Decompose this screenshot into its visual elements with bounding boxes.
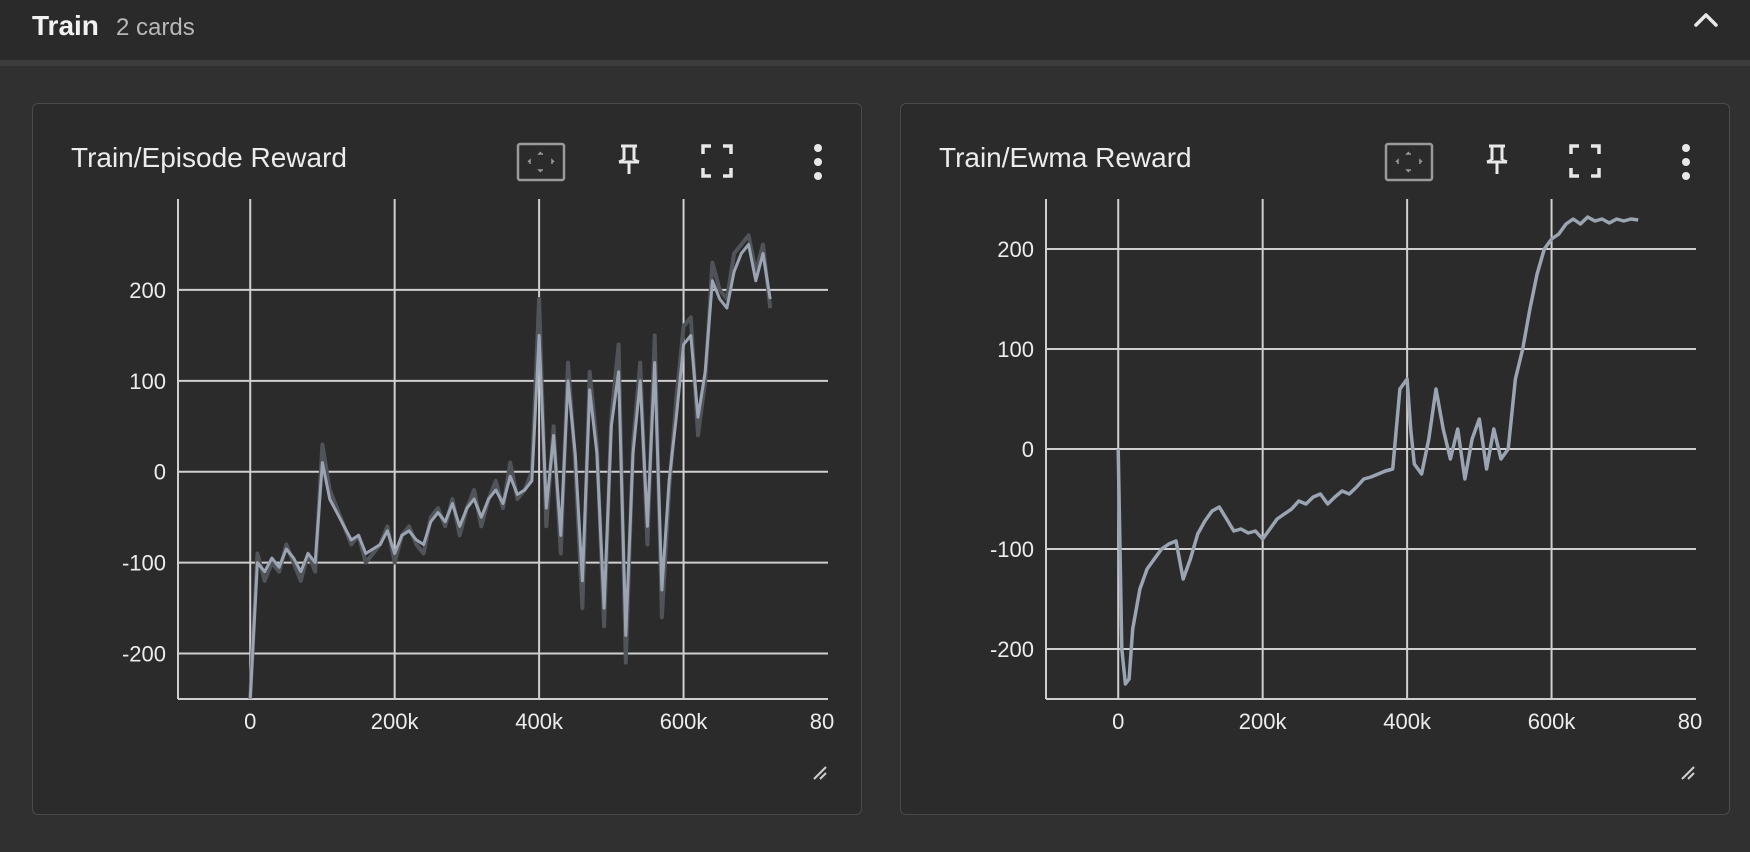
x-tick-label: 200k	[1239, 709, 1288, 734]
more-vert-icon	[814, 144, 822, 180]
pin-icon	[1486, 144, 1508, 174]
y-tick-label: 200	[129, 278, 166, 303]
resize-icon	[813, 766, 827, 780]
more-options-button[interactable]	[803, 140, 833, 188]
y-tick-label: -100	[122, 551, 166, 576]
ewma-reward-chart[interactable]: -200 -100 0 100 200 0 200k 400k 600k 80	[901, 104, 1731, 816]
fullscreen-icon	[1569, 144, 1601, 178]
section-title: Train	[32, 10, 99, 41]
fit-domain-button[interactable]	[1383, 140, 1435, 188]
fit-domain-icon	[1384, 142, 1434, 182]
episode-reward-chart[interactable]: -200 -100 0 100 200 0 200k 400k 600k 80	[33, 104, 863, 816]
y-tick-label: 100	[129, 369, 166, 394]
card-title: Train/Ewma Reward	[939, 142, 1192, 173]
card-count: 2 cards	[116, 14, 195, 41]
x-tick-label: 400k	[515, 709, 564, 734]
fit-domain-icon	[516, 142, 566, 182]
x-tick-label: 80	[1678, 709, 1702, 734]
x-tick-label: 200k	[371, 709, 420, 734]
series-line	[248, 233, 773, 699]
chart-card: Train/Episode Reward -200 -100 0 100 200 0 200…	[32, 103, 862, 815]
y-tick-label: -200	[990, 637, 1034, 662]
resize-icon	[1681, 766, 1695, 780]
x-tick-label: 600k	[1528, 709, 1577, 734]
pin-button[interactable]	[1477, 140, 1529, 188]
y-tick-label: 0	[154, 460, 166, 485]
series-line	[1116, 215, 1639, 686]
card-title: Train/Episode Reward	[71, 142, 347, 173]
x-tick-label: 0	[244, 709, 256, 734]
y-tick-label: -200	[122, 642, 166, 667]
pin-icon	[618, 144, 640, 174]
fullscreen-button[interactable]	[1565, 140, 1617, 188]
x-tick-label: 600k	[660, 709, 709, 734]
chart-card: Train/Ewma Reward -200 -100 0 100 200 0 200k 40…	[900, 103, 1730, 815]
more-vert-icon	[1682, 144, 1690, 180]
x-tick-label: 0	[1112, 709, 1124, 734]
fit-domain-button[interactable]	[515, 140, 567, 188]
chevron-up-icon	[1694, 13, 1718, 27]
y-tick-label: -100	[990, 537, 1034, 562]
x-tick-label: 400k	[1383, 709, 1432, 734]
y-tick-label: 200	[997, 237, 1034, 262]
y-tick-label: 0	[1022, 437, 1034, 462]
collapse-button[interactable]	[1688, 2, 1724, 38]
x-tick-label: 80	[810, 709, 834, 734]
section-header: Train 2 cards	[0, 0, 1750, 66]
y-tick-label: 100	[997, 337, 1034, 362]
resize-handle[interactable]	[1679, 764, 1697, 782]
fullscreen-icon	[701, 144, 733, 178]
more-options-button[interactable]	[1671, 140, 1701, 188]
pin-button[interactable]	[609, 140, 661, 188]
series-line	[248, 243, 772, 699]
resize-handle[interactable]	[811, 764, 829, 782]
fullscreen-button[interactable]	[697, 140, 749, 188]
